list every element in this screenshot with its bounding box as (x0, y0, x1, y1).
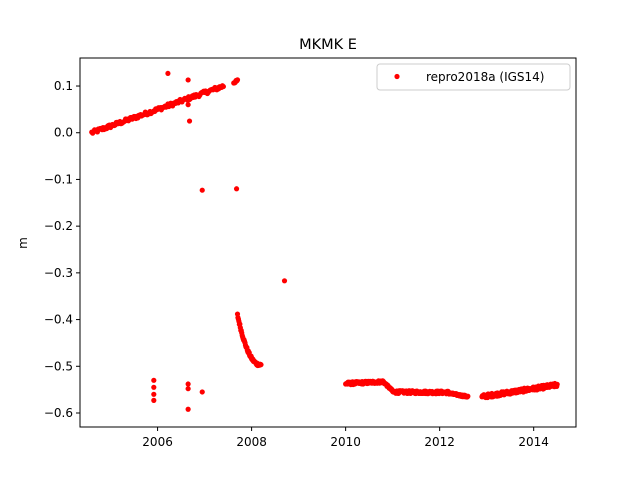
data-point (199, 389, 205, 395)
data-point (233, 186, 240, 192)
data-point (258, 362, 264, 368)
y-tick-label: −0.4 (44, 313, 73, 327)
legend-label: repro2018a (IGS14) (426, 70, 544, 84)
x-tick-label: 2010 (330, 435, 361, 449)
data-point (151, 384, 157, 390)
data-point (186, 118, 193, 124)
data-point (199, 187, 205, 193)
y-axis-label: m (16, 237, 30, 249)
data-point (465, 393, 471, 399)
data-point (281, 278, 288, 284)
y-tick-label: 0.1 (54, 79, 73, 93)
x-axis-ticks: 2006 2008 2010 2012 2014 (142, 427, 549, 449)
chart-title: MKMK E (299, 37, 357, 53)
plot-frame (79, 57, 577, 428)
data-point (185, 406, 191, 412)
data-point (185, 386, 191, 392)
data-point (165, 70, 171, 77)
y-tick-label: −0.2 (44, 219, 73, 233)
y-tick-label: 0.0 (54, 126, 73, 140)
data-point (554, 381, 560, 387)
data-point (234, 77, 241, 83)
y-tick-label: −0.6 (44, 406, 73, 420)
y-axis-ticks: 0.1 0.0 −0.1 −0.2 −0.3 −0.4 −0.5 −0.6 (44, 79, 80, 420)
data-point (151, 377, 157, 383)
legend-marker (394, 73, 400, 80)
legend-box (376, 63, 571, 91)
y-tick-label: −0.1 (44, 172, 73, 186)
data-point (185, 102, 191, 108)
y-tick-label: −0.5 (44, 359, 73, 373)
data-point (185, 381, 191, 387)
data-point (151, 391, 157, 397)
x-tick-label: 2014 (518, 435, 549, 449)
legend: repro2018a (IGS14) (376, 63, 571, 91)
plot-points (89, 70, 560, 412)
data-point (151, 397, 157, 403)
data-point (185, 77, 191, 83)
data-point (220, 83, 226, 90)
x-tick-label: 2006 (142, 435, 173, 449)
x-tick-label: 2008 (236, 435, 267, 449)
x-tick-label: 2012 (424, 435, 455, 449)
y-tick-label: −0.3 (44, 266, 73, 280)
